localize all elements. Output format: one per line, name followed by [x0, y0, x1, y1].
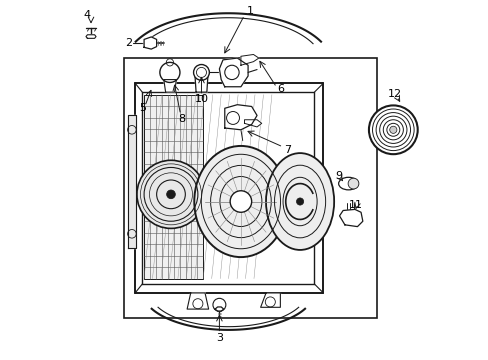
Ellipse shape [265, 153, 333, 250]
Text: 11: 11 [348, 200, 362, 210]
Polygon shape [224, 105, 257, 130]
Text: 9: 9 [334, 171, 341, 181]
Circle shape [160, 62, 180, 82]
Bar [144, 95, 203, 279]
Circle shape [193, 64, 209, 80]
Text: 6: 6 [276, 84, 283, 94]
Text: 8: 8 [178, 114, 185, 124]
Polygon shape [128, 116, 136, 248]
Text: 5: 5 [139, 103, 145, 113]
Polygon shape [241, 54, 258, 65]
Text: 3: 3 [216, 333, 223, 343]
Circle shape [137, 160, 204, 228]
Circle shape [166, 190, 175, 199]
Polygon shape [339, 210, 362, 226]
Ellipse shape [194, 146, 287, 257]
Text: 4: 4 [84, 10, 91, 20]
Circle shape [230, 191, 251, 212]
Text: 1: 1 [246, 6, 253, 17]
Circle shape [347, 178, 358, 189]
Polygon shape [260, 293, 280, 307]
Polygon shape [187, 293, 208, 309]
Polygon shape [244, 120, 261, 127]
Circle shape [296, 198, 303, 205]
Polygon shape [86, 35, 96, 39]
Circle shape [389, 126, 396, 134]
Polygon shape [195, 76, 207, 92]
Text: 2: 2 [125, 38, 132, 48]
Text: 10: 10 [194, 94, 208, 104]
Polygon shape [215, 307, 223, 311]
Text: 7: 7 [284, 144, 290, 154]
Polygon shape [144, 37, 156, 49]
Ellipse shape [338, 177, 358, 190]
Bar [124, 58, 376, 318]
Circle shape [368, 105, 417, 154]
Polygon shape [219, 58, 247, 87]
Polygon shape [163, 80, 176, 92]
Text: 12: 12 [387, 89, 401, 99]
